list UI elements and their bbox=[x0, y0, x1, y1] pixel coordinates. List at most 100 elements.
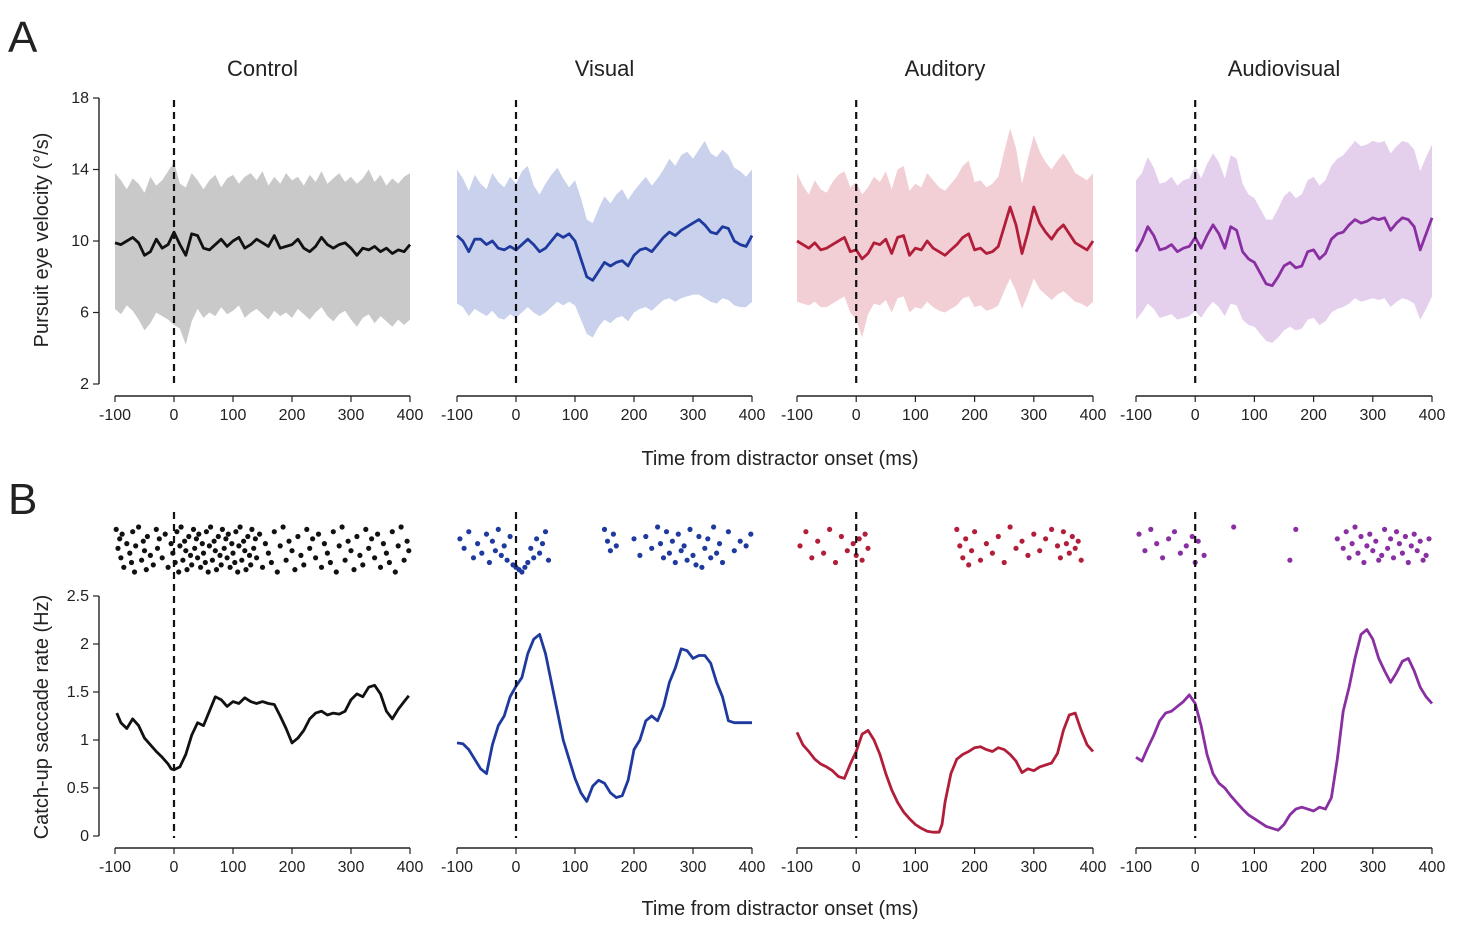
raster-dot-control bbox=[144, 533, 150, 540]
raster-dot-visual bbox=[466, 529, 472, 535]
raster-dot-visual bbox=[699, 564, 705, 570]
raster-dot-control bbox=[389, 529, 395, 535]
raster-dot-control bbox=[225, 531, 231, 537]
raster-dot-visual bbox=[545, 557, 552, 563]
raster-dot-visual bbox=[507, 533, 513, 540]
raster-dot-auditory bbox=[1069, 533, 1075, 540]
raster-dot-control bbox=[372, 555, 378, 561]
subplot-panels: Control-100 0 100 200 300 40026101418Visual-1… bbox=[67, 56, 1446, 876]
raster-dot-control bbox=[213, 567, 220, 573]
panel-a-audiovisual-x-tick-label: 0 bbox=[1191, 407, 1200, 424]
raster-dot-auditory bbox=[838, 533, 845, 540]
raster-dot-audiovisual bbox=[1349, 541, 1355, 547]
raster-dot-auditory bbox=[963, 536, 969, 542]
raster-dot-audiovisual bbox=[1334, 536, 1340, 542]
raster-dot-control bbox=[209, 557, 215, 563]
raster-dot-audiovisual bbox=[1382, 526, 1388, 533]
panel-b-audiovisual-x-tick-label: -100 bbox=[1120, 859, 1152, 876]
raster-dot-control bbox=[218, 562, 224, 568]
raster-dot-visual bbox=[702, 545, 708, 551]
velocity-mean-line-control bbox=[114, 230, 412, 257]
raster-dot-visual bbox=[637, 552, 643, 559]
raster-dot-visual bbox=[655, 524, 661, 530]
panel-a-visual-x-tick-label: 400 bbox=[739, 407, 766, 424]
panel-b-visual-x-tick-label: 100 bbox=[562, 859, 589, 876]
raster-dot-control bbox=[406, 548, 412, 554]
panel-a-auditory-x-tick-label: -100 bbox=[781, 407, 813, 424]
raster-dot-audiovisual bbox=[1177, 550, 1183, 556]
raster-dot-control bbox=[176, 569, 182, 575]
raster-dot-visual bbox=[731, 548, 737, 554]
raster-dot-visual bbox=[501, 543, 507, 549]
raster-dot-auditory bbox=[832, 559, 839, 566]
raster-dot-visual bbox=[461, 545, 467, 551]
panel-b-control-x-tick-label: 300 bbox=[338, 859, 365, 876]
raster-dot-control bbox=[184, 567, 190, 573]
saccade-rate-line-control bbox=[115, 683, 410, 772]
raster-dot-control bbox=[189, 562, 195, 568]
raster-dot-audiovisual bbox=[1405, 559, 1411, 566]
raster-dot-auditory bbox=[859, 557, 865, 563]
raster-dot-control bbox=[351, 567, 357, 573]
raster-dot-audiovisual bbox=[1358, 533, 1364, 540]
panel-b-audiovisual-x-tick-label: 400 bbox=[1419, 859, 1446, 876]
raster-dot-visual bbox=[610, 531, 617, 537]
raster-dot-control bbox=[333, 569, 339, 575]
raster-dot-visual bbox=[657, 541, 664, 547]
raster-dot-audiovisual bbox=[1417, 538, 1423, 544]
raster-dot-audiovisual bbox=[1355, 550, 1361, 556]
panel-a-letter: A bbox=[8, 13, 38, 62]
raster-dot-control bbox=[198, 564, 204, 570]
raster-dot-audiovisual bbox=[1364, 543, 1370, 549]
raster-dot-control bbox=[211, 538, 217, 544]
raster-dot-control bbox=[298, 552, 304, 559]
raster-dot-control bbox=[295, 533, 301, 540]
panel-b-y-tick-label: 2.5 bbox=[67, 588, 89, 605]
raster-dot-control bbox=[327, 559, 333, 566]
raster-dot-visual bbox=[457, 536, 463, 542]
raster-dot-control bbox=[342, 557, 348, 563]
raster-dot-control bbox=[366, 545, 372, 551]
panel-b-y-tick-label: 1.5 bbox=[67, 684, 89, 701]
raster-dot-auditory bbox=[1049, 526, 1055, 533]
raster-dot-control bbox=[221, 545, 227, 551]
raster-dot-control bbox=[187, 552, 194, 559]
raster-dot-control bbox=[354, 533, 360, 540]
raster-dot-auditory bbox=[983, 541, 990, 547]
raster-dot-control bbox=[193, 536, 199, 542]
panel-b-y-tick-label: 2 bbox=[80, 636, 89, 653]
panel-a-audiovisual-x-tick-label: 300 bbox=[1359, 407, 1386, 424]
raster-dot-control bbox=[130, 529, 136, 535]
raster-dot-control bbox=[203, 529, 209, 535]
raster-dot-visual bbox=[649, 545, 655, 551]
raster-dot-visual bbox=[737, 538, 743, 544]
raster-dot-audiovisual bbox=[1396, 541, 1402, 547]
raster-dot-audiovisual bbox=[1231, 524, 1237, 530]
raster-dot-audiovisual bbox=[1408, 543, 1414, 549]
raster-dot-visual bbox=[601, 526, 608, 533]
raster-dot-auditory bbox=[995, 533, 1001, 540]
raster-dot-control bbox=[304, 526, 310, 533]
raster-dot-control bbox=[236, 543, 242, 549]
panel-b-audiovisual: -100 0 100 200 300 400 bbox=[1120, 512, 1445, 876]
raster-dot-control bbox=[190, 526, 197, 533]
condition-title-control: Control bbox=[227, 56, 298, 81]
velocity-mean-line-visual bbox=[456, 218, 754, 282]
raster-dot-visual bbox=[666, 550, 673, 556]
raster-dot-visual bbox=[643, 533, 649, 540]
raster-dot-control bbox=[119, 531, 125, 537]
raster-dot-control bbox=[202, 559, 208, 566]
raster-dot-audiovisual bbox=[1420, 557, 1426, 563]
raster-dot-control bbox=[246, 552, 253, 559]
raster-dot-control bbox=[127, 550, 133, 556]
panel-a-control-x-tick-label: 300 bbox=[338, 407, 365, 424]
raster-dot-control bbox=[336, 543, 342, 549]
panel-b-auditory-x-tick-label: 400 bbox=[1080, 859, 1107, 876]
raster-dot-visual bbox=[687, 526, 693, 533]
raster-dot-audiovisual bbox=[1402, 533, 1408, 540]
raster-dot-control bbox=[330, 529, 336, 535]
raster-dot-auditory bbox=[966, 562, 972, 568]
panel-b-control-x-tick-label: 100 bbox=[220, 859, 247, 876]
raster-dot-auditory bbox=[960, 555, 966, 561]
raster-dot-control bbox=[310, 536, 316, 542]
